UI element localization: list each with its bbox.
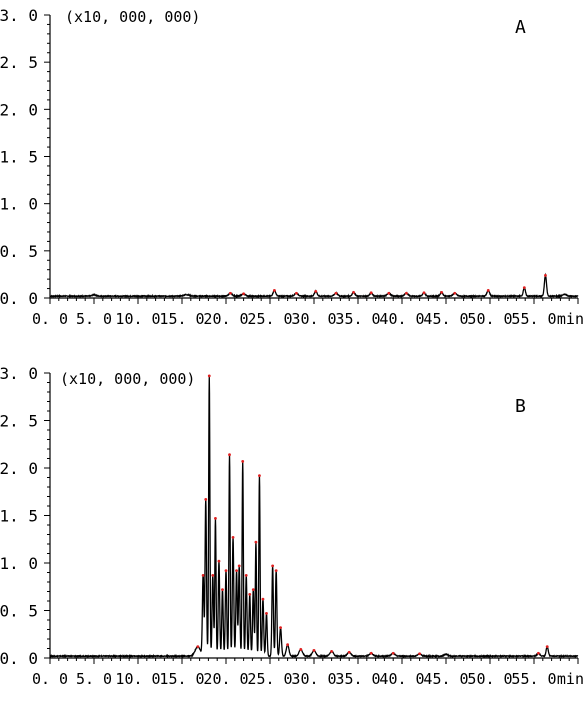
- peak-marker: [221, 588, 224, 591]
- peak-marker: [271, 564, 275, 568]
- y-tick-label: 1. 5: [0, 507, 38, 526]
- x-tick-label: 55. 0: [511, 670, 556, 688]
- peak-marker: [544, 273, 547, 277]
- peak-marker: [440, 290, 443, 294]
- peak-marker: [235, 569, 238, 572]
- peak-marker: [231, 535, 235, 539]
- panel-label: A: [515, 17, 526, 38]
- x-tick-label: 50. 0: [467, 670, 512, 688]
- y-scale-note: (x10, 000, 000): [60, 370, 195, 388]
- peak-marker: [312, 649, 316, 652]
- peak-marker: [537, 651, 540, 655]
- peak-marker: [314, 289, 318, 293]
- peak-marker: [229, 291, 232, 295]
- peak-marker: [241, 459, 245, 463]
- peak-marker: [545, 645, 549, 648]
- x-tick-label: 10. 0: [115, 310, 160, 328]
- y-tick-label: 0. 5: [0, 602, 38, 621]
- y-tick-label: 0. 5: [0, 242, 38, 261]
- y-tick-label: 2. 0: [0, 100, 38, 119]
- y-tick-label: 1. 0: [0, 195, 38, 214]
- x-tick-label: 50. 0: [467, 310, 512, 328]
- y-tick-label: 0. 0: [0, 649, 38, 668]
- x-tick-label: 25. 0: [247, 670, 292, 688]
- x-tick-label: 5. 0: [76, 670, 112, 688]
- x-tick-label: 35. 0: [335, 310, 380, 328]
- series-line: [49, 272, 579, 299]
- peak-marker: [261, 597, 265, 601]
- peak-marker: [486, 289, 490, 292]
- peak-marker: [453, 291, 457, 295]
- y-tick-label: 2. 0: [0, 459, 38, 478]
- y-tick-label: 1. 5: [0, 148, 38, 167]
- x-tick-label: 25. 0: [247, 310, 292, 328]
- y-tick-label: 2. 5: [0, 53, 38, 72]
- peak-marker: [251, 588, 255, 591]
- peak-marker: [334, 291, 338, 295]
- x-tick-label: 20. 0: [203, 670, 248, 688]
- peak-marker: [391, 651, 395, 655]
- x-tick-label: 35. 0: [335, 670, 380, 688]
- y-tick-label: 3. 0: [0, 6, 38, 25]
- peak-marker: [242, 292, 246, 296]
- x-tick-label: 20. 0: [203, 310, 248, 328]
- peak-marker: [422, 291, 426, 295]
- peak-marker: [286, 643, 289, 647]
- x-unit-label: min: [557, 670, 584, 688]
- y-tick-label: 1. 0: [0, 554, 38, 573]
- peak-marker: [299, 648, 303, 651]
- panel-label: B: [515, 396, 526, 417]
- x-tick-label: 5. 0: [76, 310, 112, 328]
- x-unit-label: min: [557, 310, 584, 328]
- x-tick-label: 40. 0: [379, 670, 424, 688]
- x-tick-label: 15. 0: [159, 670, 204, 688]
- y-tick-label: 2. 5: [0, 412, 38, 431]
- peak-marker: [244, 573, 248, 577]
- peak-marker: [248, 592, 252, 596]
- x-tick-label: 40. 0: [379, 310, 424, 328]
- peak-marker: [228, 453, 231, 457]
- peak-marker: [201, 573, 205, 577]
- peak-marker: [352, 290, 355, 294]
- peak-marker: [330, 649, 333, 653]
- peak-marker: [405, 291, 408, 295]
- peak-marker: [211, 573, 215, 577]
- x-tick-label: 45. 0: [423, 670, 468, 688]
- peak-marker: [347, 650, 351, 654]
- x-tick-label: 0. 0: [32, 310, 68, 328]
- peak-marker: [274, 569, 278, 572]
- peak-marker: [387, 291, 391, 295]
- peak-marker: [369, 651, 373, 655]
- x-tick-label: 15. 0: [159, 310, 204, 328]
- x-tick-label: 30. 0: [291, 310, 336, 328]
- peak-marker: [369, 291, 373, 295]
- peak-marker: [224, 569, 228, 572]
- x-tick-label: 30. 0: [291, 670, 336, 688]
- peak-marker: [273, 289, 276, 292]
- y-scale-note: (x10, 000, 000): [65, 8, 200, 26]
- peak-marker: [196, 645, 200, 648]
- peak-marker: [207, 374, 211, 378]
- y-tick-label: 0. 0: [0, 289, 38, 308]
- peak-marker: [265, 611, 268, 615]
- peak-marker: [279, 626, 282, 629]
- peak-marker: [522, 286, 526, 290]
- peak-marker: [214, 516, 217, 520]
- x-tick-label: 55. 0: [511, 310, 556, 328]
- x-tick-label: 45. 0: [423, 310, 468, 328]
- x-tick-label: 0. 0: [32, 670, 68, 688]
- peak-marker: [295, 291, 298, 295]
- peak-marker: [418, 652, 421, 656]
- peak-marker: [258, 474, 261, 477]
- peak-marker: [217, 559, 221, 563]
- peak-marker: [254, 540, 258, 544]
- peak-marker: [204, 497, 208, 501]
- series-line: [49, 375, 579, 659]
- x-tick-label: 10. 0: [115, 670, 160, 688]
- y-tick-label: 3. 0: [0, 364, 38, 383]
- peak-marker: [237, 564, 241, 568]
